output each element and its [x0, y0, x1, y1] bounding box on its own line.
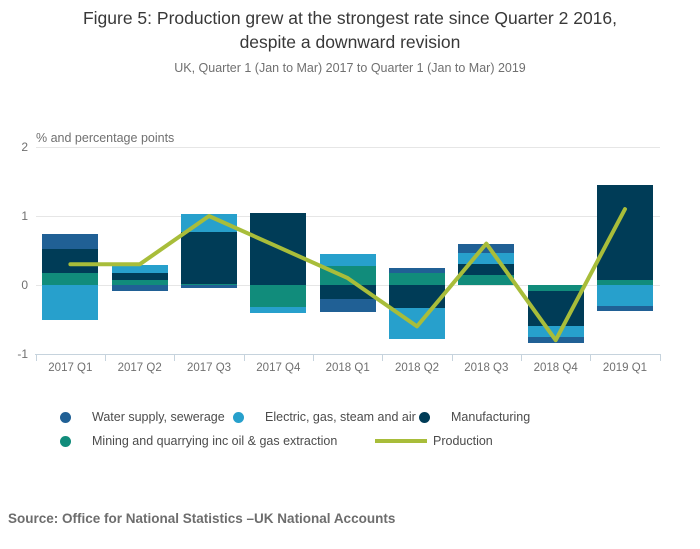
chart-subtitle: UK, Quarter 1 (Jan to Mar) 2017 to Quart…	[174, 61, 526, 75]
bar-segment[interactable]	[458, 263, 515, 276]
x-axis-label: 2018 Q2	[394, 362, 440, 374]
y-axis-label--1: -1	[17, 347, 28, 361]
bar-segment[interactable]	[389, 285, 445, 309]
bar-segment[interactable]	[597, 184, 653, 281]
bar-segment[interactable]	[389, 268, 445, 274]
y-axis-label-1: 1	[21, 209, 28, 223]
bar-segment[interactable]	[250, 285, 307, 308]
x-axis-tick	[35, 354, 37, 361]
bar-segment[interactable]	[42, 285, 99, 320]
legend-item-manufacturing[interactable]: Manufacturing	[419, 410, 530, 424]
bar-segment[interactable]	[111, 272, 168, 281]
water-supply-legend-marker-icon	[60, 411, 71, 423]
electric-gas-legend-marker-icon	[233, 411, 244, 423]
x-axis-tick	[243, 354, 245, 361]
bar-segment[interactable]	[111, 264, 168, 273]
bar-segment[interactable]	[319, 285, 376, 299]
x-axis-tick	[451, 354, 453, 361]
legend-label-water-supply: Water supply, sewerage	[92, 410, 225, 424]
bar-segment[interactable]	[181, 285, 238, 288]
production-legend-line-icon	[375, 439, 427, 443]
bar-segment[interactable]	[250, 307, 307, 314]
y-gridline-2	[36, 147, 660, 148]
bar-segment[interactable]	[250, 212, 307, 285]
y-axis-label-0: 0	[21, 278, 28, 292]
x-axis-tick	[313, 354, 315, 361]
x-axis-line	[35, 354, 660, 355]
legend-label-electric-gas: Electric, gas, steam and air	[265, 410, 416, 424]
bar-segment[interactable]	[181, 231, 238, 285]
x-axis-label: 2018 Q3	[464, 362, 509, 374]
manufacturing-legend-marker-icon	[419, 411, 430, 423]
bar-segment[interactable]	[42, 249, 99, 274]
bar-segment[interactable]	[527, 337, 584, 343]
legend-label-production: Production	[433, 434, 493, 448]
legend-item-mining-quarrying[interactable]: Mining and quarrying inc oil & gas extra…	[60, 434, 337, 448]
bar-segment[interactable]	[458, 252, 515, 264]
bar-segment[interactable]	[181, 213, 238, 232]
x-axis-label: 2019 Q1	[602, 362, 648, 374]
x-axis-label: 2017 Q2	[117, 362, 162, 374]
x-axis-label: 2017 Q4	[256, 362, 301, 374]
bar-segment[interactable]	[42, 273, 99, 285]
bar-segment[interactable]	[458, 275, 515, 285]
legend-item-production[interactable]: Production	[375, 434, 493, 448]
x-axis-tick	[105, 354, 107, 361]
x-axis-label: 2017 Q1	[48, 362, 93, 374]
chart-title-line1: Figure 5: Production grew at the stronge…	[82, 8, 618, 28]
source-text: Source: Office for National Statistics –…	[8, 511, 396, 526]
x-axis-tick	[521, 354, 522, 361]
x-axis-tick	[174, 354, 176, 361]
bar-segment[interactable]	[389, 308, 445, 339]
y-gridline-1	[36, 216, 660, 217]
chart-title-line2: despite a downward revision	[239, 32, 461, 52]
y-axis-unit-label: % and percentage points	[36, 131, 175, 145]
x-axis-tick	[382, 354, 384, 361]
x-axis-label: 2018 Q4	[533, 362, 578, 374]
x-axis-tick	[590, 354, 592, 361]
x-axis-label: 2018 Q1	[325, 362, 370, 374]
mining-legend-marker-icon	[60, 435, 71, 447]
x-axis-label: 2017 Q3	[186, 362, 232, 374]
bar-segment[interactable]	[527, 326, 584, 338]
bar-segment[interactable]	[319, 298, 376, 312]
bar-segment[interactable]	[111, 285, 168, 291]
legend-label-mining-quarrying: Mining and quarrying inc oil & gas extra…	[92, 434, 338, 448]
bar-segment[interactable]	[319, 253, 376, 266]
legend-label-manufacturing: Manufacturing	[451, 410, 531, 424]
bar-segment[interactable]	[389, 273, 445, 285]
x-axis-tick	[659, 354, 661, 361]
legend-item-electric-gas[interactable]: Electric, gas, steam and air	[233, 410, 416, 424]
bar-segment[interactable]	[597, 285, 653, 307]
bar-segment[interactable]	[42, 233, 99, 250]
y-axis-label-2: 2	[21, 140, 28, 154]
bar-segment[interactable]	[527, 290, 584, 327]
bar-segment[interactable]	[319, 265, 376, 285]
bar-segment[interactable]	[597, 306, 653, 312]
chart-title: Figure 5: Production grew at the stronge…	[0, 6, 700, 54]
bar-segment[interactable]	[458, 243, 515, 253]
legend-item-water-supply[interactable]: Water supply, sewerage	[60, 410, 225, 424]
